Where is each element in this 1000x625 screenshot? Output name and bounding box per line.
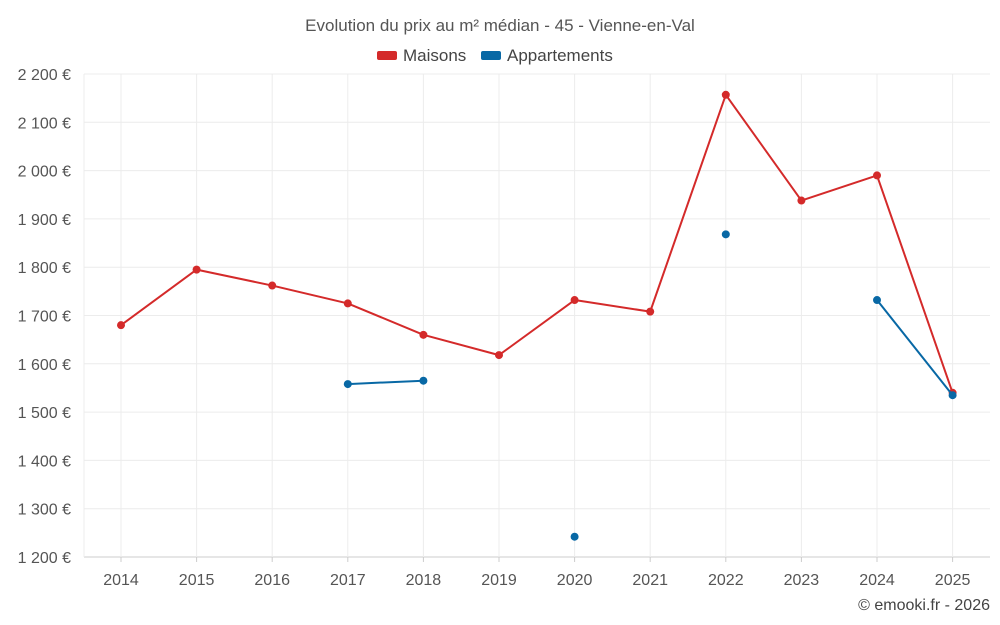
y-tick-label: 1 600 € — [18, 357, 71, 374]
series-line-segment — [346, 302, 425, 336]
series-line-segment — [649, 93, 727, 313]
data-point[interactable] — [268, 281, 277, 290]
series-line-segment — [876, 174, 954, 394]
series-line-segment — [876, 299, 954, 397]
x-tick-label: 2023 — [784, 572, 820, 589]
data-point[interactable] — [495, 351, 503, 360]
series-line-segment — [800, 174, 878, 202]
data-point[interactable] — [873, 296, 881, 305]
data-point[interactable] — [721, 230, 730, 239]
x-tick-label: 2025 — [935, 572, 971, 589]
x-tick-label: 2014 — [103, 572, 139, 589]
data-point[interactable] — [873, 171, 881, 180]
y-tick-label: 1 400 € — [18, 453, 71, 470]
data-point[interactable] — [343, 299, 352, 308]
x-tick-label: 2016 — [254, 572, 290, 589]
data-point[interactable] — [797, 196, 806, 205]
series-line-segment — [573, 299, 652, 313]
legend-item-appartements[interactable]: Appartements — [481, 46, 613, 65]
series-line-segment — [271, 284, 349, 305]
x-tick-label: 2021 — [632, 572, 668, 589]
x-tick-label: 2015 — [179, 572, 215, 589]
x-tick-label: 2022 — [708, 572, 744, 589]
y-tick-label: 2 000 € — [18, 164, 71, 181]
y-axis-ticks: 2 200 € 2 100 € 2 000 € 1 900 € 1 800 € 1 700… — [18, 67, 71, 567]
credit-text: © emooki.fr - 2026 — [858, 597, 990, 614]
series-line-segment — [422, 333, 500, 357]
data-point[interactable] — [117, 321, 125, 330]
legend-swatch-maisons — [377, 51, 397, 60]
x-axis-ticks: 2014 2015 2016 2017 2018 2019 2020 2021 2022 2023… — [103, 572, 970, 589]
legend-label-appartements: Appartements — [507, 46, 613, 65]
x-tick-label: 2024 — [859, 572, 895, 589]
x-tick-label: 2018 — [406, 572, 442, 589]
data-point[interactable] — [192, 265, 201, 274]
data-point[interactable] — [570, 296, 579, 305]
series-line-segment — [120, 268, 198, 327]
y-tick-label: 1 800 € — [18, 260, 71, 277]
data-point[interactable] — [646, 307, 655, 316]
y-tick-label: 1 700 € — [18, 309, 71, 326]
x-tick-label: 2019 — [481, 572, 517, 589]
data-point[interactable] — [419, 330, 428, 339]
y-tick-label: 1 900 € — [18, 212, 71, 229]
series — [117, 90, 957, 541]
series-line-segment — [498, 299, 576, 357]
x-tick-label: 2020 — [557, 572, 593, 589]
y-tick-label: 1 200 € — [18, 550, 71, 567]
data-point[interactable] — [570, 532, 579, 541]
data-point[interactable] — [419, 376, 428, 385]
chart-title: Evolution du prix au m² médian - 45 - Vi… — [305, 16, 695, 35]
series-appartements — [343, 230, 957, 541]
grid — [83, 73, 990, 562]
legend-label-maisons: Maisons — [403, 46, 466, 65]
series-line-segment — [346, 379, 425, 386]
legend-swatch-appartements — [481, 51, 501, 60]
series-line-segment — [195, 268, 274, 287]
data-point[interactable] — [343, 380, 352, 389]
data-point[interactable] — [721, 90, 730, 99]
y-tick-label: 2 200 € — [18, 67, 71, 84]
y-tick-label: 2 100 € — [18, 115, 71, 132]
x-tick-label: 2017 — [330, 572, 366, 589]
data-point[interactable] — [948, 391, 957, 400]
legend-item-maisons[interactable]: Maisons — [377, 46, 466, 65]
y-tick-label: 1 300 € — [18, 502, 71, 519]
series-line-segment — [724, 93, 803, 202]
series-maisons — [117, 90, 957, 397]
legend: Maisons Appartements — [377, 46, 613, 65]
y-tick-label: 1 500 € — [18, 405, 71, 422]
